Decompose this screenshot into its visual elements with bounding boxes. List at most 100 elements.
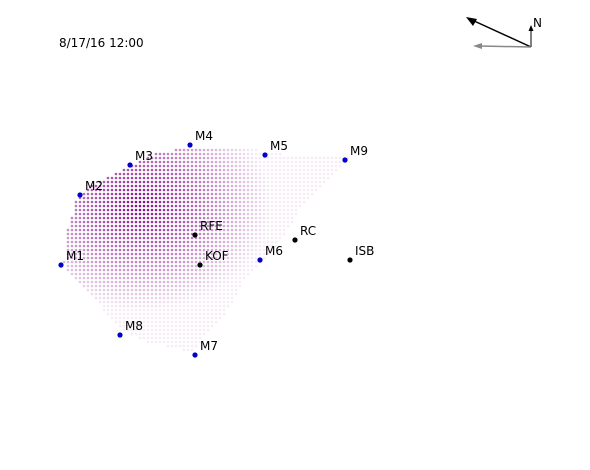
field-dot [70, 236, 74, 240]
field-dot [250, 156, 254, 160]
field-dot [222, 192, 226, 196]
field-dot [206, 252, 210, 256]
north-arrow-icon: N [528, 16, 542, 47]
field-dot [162, 288, 166, 292]
field-dot [278, 208, 282, 212]
field-dot [294, 188, 298, 192]
field-dot [198, 212, 202, 216]
field-dot [130, 308, 134, 312]
field-dot [102, 292, 106, 296]
field-dot [162, 192, 166, 196]
field-dot [194, 240, 198, 244]
field-dot [186, 164, 190, 168]
field-dot [126, 276, 130, 280]
field-dot [94, 204, 98, 208]
field-dot [134, 200, 138, 204]
field-dot [166, 252, 170, 256]
field-dot [226, 188, 230, 192]
field-dot [262, 244, 266, 248]
field-dot [198, 276, 202, 280]
field-dot [106, 240, 110, 244]
field-dot [214, 172, 218, 176]
field-dot [130, 296, 134, 300]
field-dot [242, 268, 246, 272]
field-dot [262, 216, 266, 220]
field-dot [278, 236, 282, 240]
field-dot [166, 288, 170, 292]
field-dot [130, 228, 134, 232]
field-dot [162, 236, 166, 240]
field-dot [234, 216, 238, 220]
field-dot [138, 220, 142, 224]
field-dot [190, 344, 194, 348]
field-dot [170, 280, 174, 284]
field-dot [218, 172, 222, 176]
field-dot [142, 256, 146, 260]
field-dot [170, 224, 174, 228]
field-dot [130, 200, 134, 204]
field-dot [146, 336, 150, 340]
field-dot [318, 184, 322, 188]
field-dot [174, 200, 178, 204]
field-dot [286, 212, 290, 216]
field-dot [174, 340, 178, 344]
field-dot [142, 188, 146, 192]
field-dot [102, 308, 106, 312]
field-dot [142, 300, 146, 304]
field-dot [134, 228, 138, 232]
field-dot [158, 324, 162, 328]
field-dot [126, 252, 130, 256]
field-dot [86, 192, 90, 196]
field-dot [142, 260, 146, 264]
field-dot [234, 276, 238, 280]
field-dot [230, 268, 234, 272]
field-dot [142, 244, 146, 248]
field-dot [138, 192, 142, 196]
field-dot [134, 308, 138, 312]
field-dot [194, 288, 198, 292]
field-dot [166, 168, 170, 172]
field-dot [246, 192, 250, 196]
field-dot [298, 172, 302, 176]
field-dot [286, 220, 290, 224]
field-dot [246, 220, 250, 224]
field-dot [254, 236, 258, 240]
field-dot [206, 268, 210, 272]
field-dot [154, 316, 158, 320]
field-dot [114, 184, 118, 188]
field-dot [190, 168, 194, 172]
field-dot [202, 252, 206, 256]
field-dot [242, 168, 246, 172]
field-dot [114, 312, 118, 316]
field-dot [82, 256, 86, 260]
field-dot [190, 348, 194, 352]
field-dot [146, 280, 150, 284]
field-dot [238, 220, 242, 224]
field-dot [82, 260, 86, 264]
field-dot [186, 312, 190, 316]
field-dot [162, 324, 166, 328]
field-dot [94, 196, 98, 200]
field-dot [162, 220, 166, 224]
field-dot [290, 156, 294, 160]
field-dot [306, 176, 310, 180]
field-dot [210, 220, 214, 224]
field-dot [230, 152, 234, 156]
field-dot [174, 296, 178, 300]
field-dot [138, 248, 142, 252]
field-dot [262, 232, 266, 236]
field-dot [186, 252, 190, 256]
field-dot [174, 260, 178, 264]
field-dot [222, 248, 226, 252]
field-dot [214, 196, 218, 200]
field-dot [154, 312, 158, 316]
field-dot [214, 188, 218, 192]
field-dot [322, 164, 326, 168]
field-dot [106, 216, 110, 220]
field-dot [78, 280, 82, 284]
field-dot [114, 272, 118, 276]
field-dot [222, 188, 226, 192]
field-dot [82, 216, 86, 220]
field-dot [250, 204, 254, 208]
field-dot [190, 176, 194, 180]
